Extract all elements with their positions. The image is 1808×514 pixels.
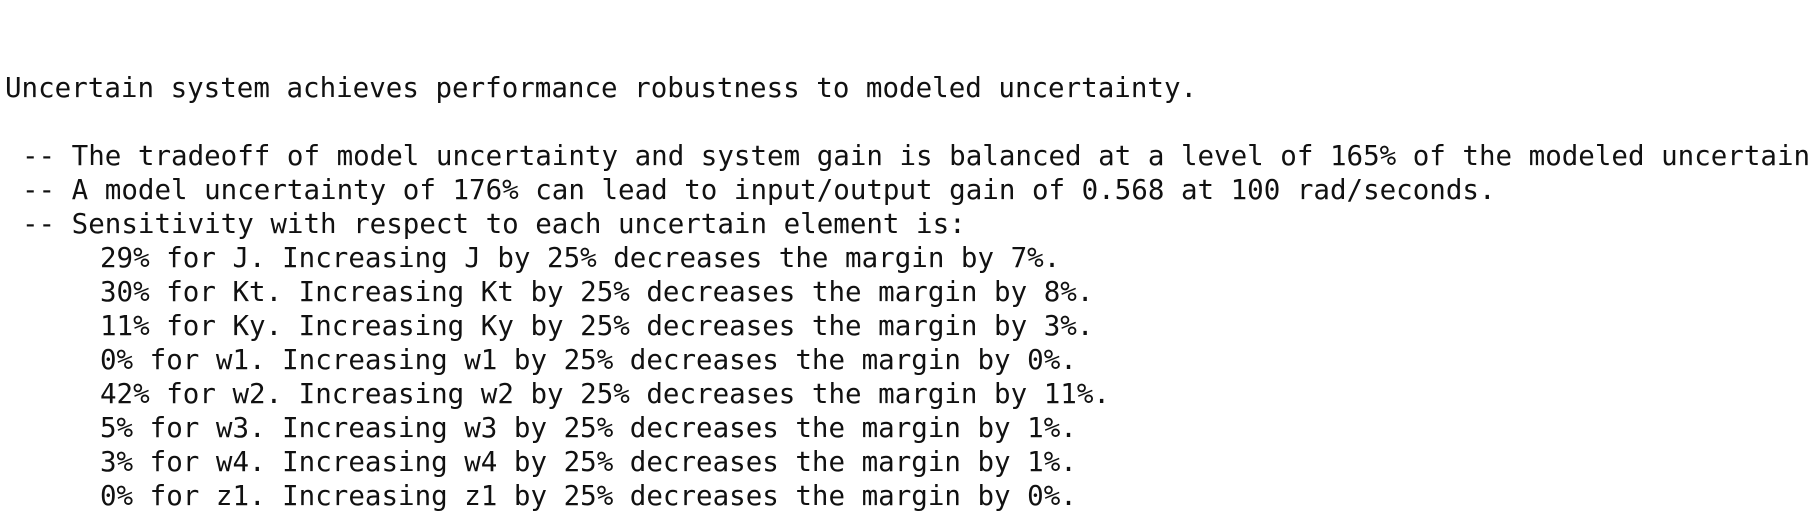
sensitivity-line: 29% for J. Increasing J by 25% decreases… [100, 242, 1061, 274]
sensitivity-line: 11% for Ky. Increasing Ky by 25% decreas… [100, 310, 1094, 342]
sensitivity-line: 0% for w1. Increasing w1 by 25% decrease… [100, 344, 1077, 376]
sensitivity-line: 0% for z1. Increasing z1 by 25% decrease… [100, 480, 1077, 512]
sensitivity-line: 42% for w2. Increasing w2 by 25% decreas… [100, 378, 1110, 410]
detail-line: -- The tradeoff of model uncertainty and… [22, 140, 1808, 172]
sensitivity-line: 30% for Kt. Increasing Kt by 25% decreas… [100, 276, 1094, 308]
detail-line: -- A model uncertainty of 176% can lead … [22, 174, 1496, 206]
sensitivity-line: 3% for w4. Increasing w4 by 25% decrease… [100, 446, 1077, 478]
sensitivity-line: 5% for w3. Increasing w3 by 25% decrease… [100, 412, 1077, 444]
detail-line: -- Sensitivity with respect to each unce… [22, 208, 966, 240]
summary-line: Uncertain system achieves performance ro… [5, 72, 1198, 104]
